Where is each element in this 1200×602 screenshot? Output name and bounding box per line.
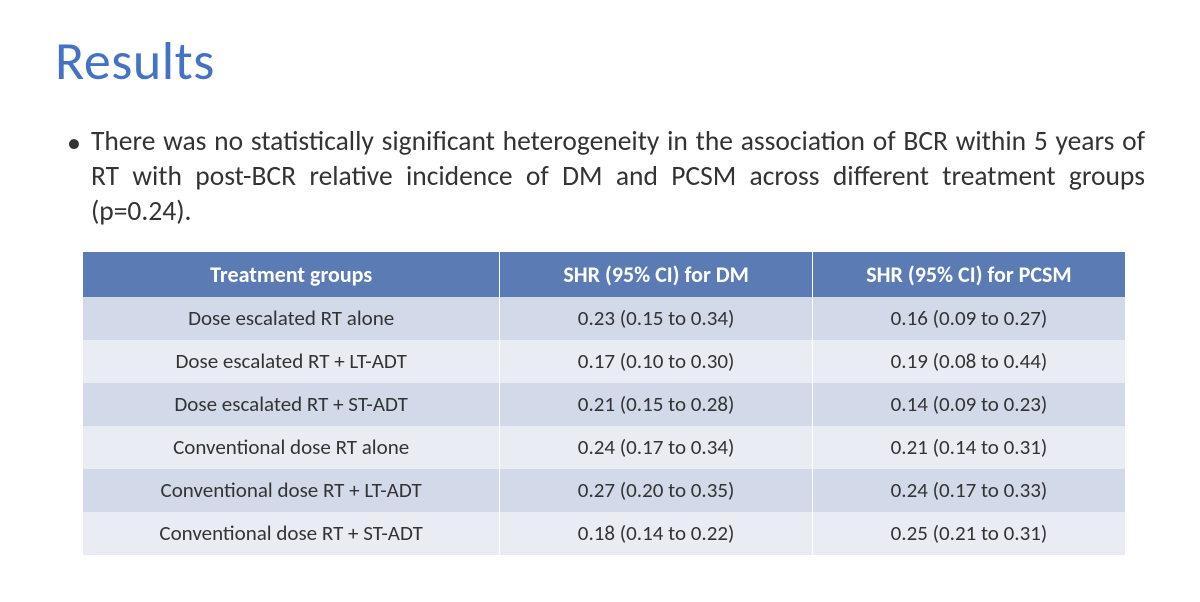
- table-header-row: Treatment groups SHR (95% CI) for DM SHR…: [83, 252, 1125, 297]
- cell-dm: 0.18 (0.14 to 0.22): [500, 512, 813, 555]
- col-header-pcsm: SHR (95% CI) for PCSM: [812, 252, 1125, 297]
- table-row: Conventional dose RT alone 0.24 (0.17 to…: [83, 426, 1125, 469]
- cell-treatment: Conventional dose RT + LT-ADT: [83, 469, 500, 512]
- cell-pcsm: 0.24 (0.17 to 0.33): [812, 469, 1125, 512]
- cell-pcsm: 0.14 (0.09 to 0.23): [812, 383, 1125, 426]
- cell-pcsm: 0.25 (0.21 to 0.31): [812, 512, 1125, 555]
- cell-pcsm: 0.21 (0.14 to 0.31): [812, 426, 1125, 469]
- table-row: Dose escalated RT + ST-ADT 0.21 (0.15 to…: [83, 383, 1125, 426]
- cell-treatment: Dose escalated RT + LT-ADT: [83, 340, 500, 383]
- bullet-text: There was no statistically significant h…: [91, 124, 1145, 230]
- cell-treatment: Conventional dose RT alone: [83, 426, 500, 469]
- cell-dm: 0.21 (0.15 to 0.28): [500, 383, 813, 426]
- table-row: Dose escalated RT + LT-ADT 0.17 (0.10 to…: [83, 340, 1125, 383]
- cell-dm: 0.23 (0.15 to 0.34): [500, 297, 813, 340]
- table-body: Dose escalated RT alone 0.23 (0.15 to 0.…: [83, 297, 1125, 555]
- col-header-treatment: Treatment groups: [83, 252, 500, 297]
- cell-treatment: Dose escalated RT + ST-ADT: [83, 383, 500, 426]
- bullet-item: • There was no statistically significant…: [67, 124, 1145, 230]
- cell-dm: 0.24 (0.17 to 0.34): [500, 426, 813, 469]
- cell-treatment: Conventional dose RT + ST-ADT: [83, 512, 500, 555]
- col-header-dm: SHR (95% CI) for DM: [500, 252, 813, 297]
- bullet-marker-icon: •: [67, 126, 81, 160]
- cell-pcsm: 0.19 (0.08 to 0.44): [812, 340, 1125, 383]
- cell-pcsm: 0.16 (0.09 to 0.27): [812, 297, 1125, 340]
- slide: Results • There was no statistically sig…: [0, 0, 1200, 602]
- table-row: Dose escalated RT alone 0.23 (0.15 to 0.…: [83, 297, 1125, 340]
- table-row: Conventional dose RT + ST-ADT 0.18 (0.14…: [83, 512, 1125, 555]
- table-row: Conventional dose RT + LT-ADT 0.27 (0.20…: [83, 469, 1125, 512]
- cell-dm: 0.17 (0.10 to 0.30): [500, 340, 813, 383]
- results-table: Treatment groups SHR (95% CI) for DM SHR…: [83, 252, 1125, 555]
- cell-treatment: Dose escalated RT alone: [83, 297, 500, 340]
- slide-title: Results: [55, 28, 1145, 94]
- table-header: Treatment groups SHR (95% CI) for DM SHR…: [83, 252, 1125, 297]
- cell-dm: 0.27 (0.20 to 0.35): [500, 469, 813, 512]
